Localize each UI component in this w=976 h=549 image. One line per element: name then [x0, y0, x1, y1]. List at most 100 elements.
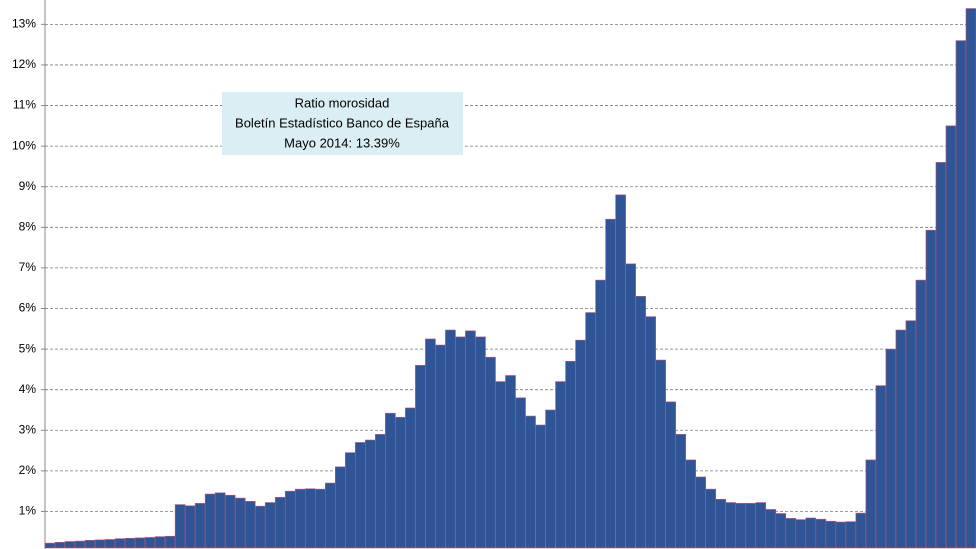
- bar: [775, 513, 787, 549]
- bar: [375, 434, 386, 549]
- y-tick-label: 4%: [19, 382, 37, 396]
- bar: [134, 537, 146, 549]
- y-tick-label: 10%: [12, 138, 36, 152]
- bar: [545, 409, 556, 549]
- bar: [284, 490, 296, 549]
- bar: [615, 194, 626, 549]
- bar: [64, 541, 76, 549]
- bar: [234, 497, 246, 549]
- bar: [895, 329, 907, 549]
- bar: [385, 412, 396, 549]
- bar: [94, 539, 106, 549]
- bar: [515, 397, 526, 549]
- bar: [425, 338, 436, 549]
- bar: [294, 488, 306, 549]
- bar: [154, 536, 166, 549]
- bar: [945, 125, 957, 549]
- bar: [365, 439, 376, 549]
- bar: [915, 279, 927, 549]
- bar: [675, 434, 686, 549]
- bar: [585, 312, 596, 549]
- bar: [254, 505, 266, 549]
- bar: [194, 503, 206, 549]
- bar: [815, 518, 827, 549]
- bar: [485, 356, 496, 549]
- bar: [785, 518, 797, 549]
- bar: [705, 488, 717, 549]
- bar: [935, 162, 947, 549]
- bar: [555, 381, 566, 549]
- bar: [635, 296, 646, 549]
- bar: [905, 320, 917, 549]
- bar: [725, 502, 737, 549]
- bar: [84, 539, 96, 549]
- bar: [415, 365, 426, 549]
- bar: [465, 330, 476, 549]
- bar: [44, 542, 56, 549]
- y-tick-label: 7%: [19, 260, 37, 274]
- y-tick-label: 6%: [19, 301, 37, 315]
- bar: [805, 517, 817, 549]
- bar: [74, 540, 86, 549]
- bar: [835, 521, 847, 549]
- bar: [244, 501, 256, 549]
- bar: [575, 339, 586, 549]
- bar: [825, 520, 837, 549]
- bar: [735, 503, 747, 549]
- bar: [745, 503, 757, 549]
- y-tick-label: 5%: [19, 341, 37, 355]
- bar: [54, 542, 66, 549]
- bar: [755, 502, 767, 549]
- y-tick-label: 12%: [12, 57, 36, 71]
- annotation-box: [222, 92, 463, 155]
- bar: [665, 401, 676, 549]
- bar: [184, 505, 196, 549]
- bar: [505, 375, 516, 549]
- y-tick-label: 1%: [19, 504, 37, 518]
- bar: [685, 459, 696, 549]
- annotation-line: Ratio morosidad: [295, 95, 390, 110]
- bar: [715, 498, 727, 549]
- bar: [114, 538, 126, 549]
- bar: [855, 512, 867, 549]
- bar: [304, 488, 316, 549]
- bar: [355, 442, 366, 549]
- bar: [345, 452, 356, 549]
- bar: [214, 492, 226, 549]
- annotation-line: Boletín Estadístico Banco de España: [235, 115, 450, 130]
- bar: [455, 336, 466, 549]
- bar: [325, 482, 336, 549]
- bar: [314, 488, 326, 549]
- bar: [885, 348, 897, 549]
- annotation-line: Mayo 2014: 13.39%: [284, 135, 400, 150]
- bar: [224, 494, 236, 549]
- y-tick-label: 9%: [19, 179, 37, 193]
- bar: [695, 476, 707, 549]
- bar: [495, 381, 506, 549]
- bar: [475, 336, 486, 549]
- bar: [395, 416, 406, 549]
- bar: [925, 229, 937, 549]
- y-tick-label: 11%: [13, 98, 36, 112]
- bar: [625, 263, 636, 549]
- bar: [435, 344, 446, 549]
- bar: [655, 359, 666, 549]
- bar: [765, 509, 777, 549]
- bar: [144, 537, 156, 549]
- bar: [965, 8, 976, 549]
- bar: [795, 519, 807, 549]
- y-tick-label: 13%: [12, 17, 36, 31]
- bar: [274, 496, 286, 549]
- y-tick-label: 3%: [19, 422, 37, 436]
- bar: [335, 466, 346, 549]
- bar: [445, 329, 456, 549]
- y-tick-label: 8%: [19, 219, 37, 233]
- bar: [645, 316, 656, 549]
- bar: [204, 493, 216, 549]
- bar: [535, 424, 546, 549]
- bar: [405, 407, 416, 549]
- bar: [104, 539, 116, 549]
- bar: [164, 535, 176, 549]
- bar: [865, 459, 877, 549]
